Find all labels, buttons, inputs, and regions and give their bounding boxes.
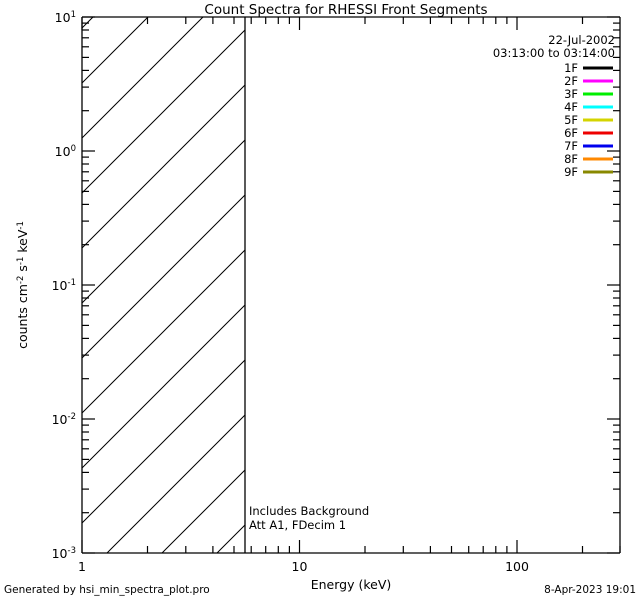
y-axis-label: counts cm-2 s-1 keV-1: [15, 221, 30, 349]
legend-label: 1F: [564, 61, 578, 75]
x-tick-label: 1: [78, 559, 86, 574]
x-tick-label: 10: [292, 559, 308, 574]
y-tick-label: 101: [55, 10, 76, 25]
y-tick-label: 10-1: [52, 278, 76, 293]
y-axis-tick-labels: 10-3 10-2 10-1 100 101: [52, 10, 76, 561]
legend-item-2f[interactable]: 2F: [564, 74, 613, 88]
hatched-exclusion-region: [82, 17, 245, 553]
footer-generator: Generated by hsi_min_spectra_plot.pro: [4, 584, 210, 596]
y-tick-label: 100: [55, 144, 76, 159]
plot-annotations: Includes Background Att A1, FDecim 1: [249, 504, 369, 532]
legend-item-7f[interactable]: 7F: [564, 139, 613, 153]
y-axis-ticks: [82, 16, 620, 554]
legend-label: 2F: [564, 74, 578, 88]
legend-label: 3F: [564, 87, 578, 101]
legend-item-3f[interactable]: 3F: [564, 87, 613, 101]
annotation-includes-background: Includes Background: [249, 504, 369, 518]
legend-label: 7F: [564, 139, 578, 153]
legend-item-5f[interactable]: 5F: [564, 113, 613, 127]
legend-time-range: 03:13:00 to 03:14:00: [493, 46, 615, 60]
legend-label: 6F: [564, 126, 578, 140]
legend-item-1f[interactable]: 1F: [564, 61, 613, 75]
x-axis-label: Energy (keV): [311, 577, 392, 592]
x-axis-ticks: [81, 17, 621, 553]
page-title: Count Spectra for RHESSI Front Segments: [204, 2, 487, 18]
x-axis-tick-labels: 1 10 100: [78, 559, 529, 574]
y-tick-label: 10-3: [52, 546, 76, 561]
legend-label: 9F: [564, 165, 578, 179]
legend-item-6f[interactable]: 6F: [564, 126, 613, 140]
y-tick-label: 10-2: [52, 412, 76, 427]
legend-item-8f[interactable]: 8F: [564, 152, 613, 166]
legend-header: 22-Jul-2002 03:13:00 to 03:14:00: [493, 33, 615, 60]
legend-label: 8F: [564, 152, 578, 166]
footer-timestamp: 8-Apr-2023 19:01: [544, 584, 636, 596]
x-tick-label: 100: [505, 559, 529, 574]
legend-item-9f[interactable]: 9F: [564, 165, 613, 179]
legend-label: 5F: [564, 113, 578, 127]
annotation-attenuator: Att A1, FDecim 1: [249, 518, 346, 532]
legend-date: 22-Jul-2002: [548, 33, 615, 47]
legend-item-4f[interactable]: 4F: [564, 100, 613, 114]
legend: 1F 2F 3F 4F 5F 6F 7F 8F: [564, 61, 613, 179]
legend-label: 4F: [564, 100, 578, 114]
